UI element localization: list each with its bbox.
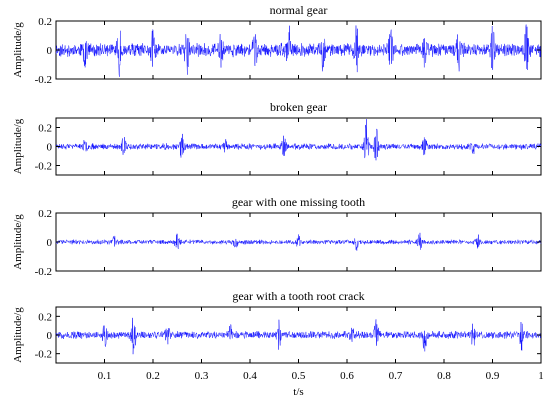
subplot-4: 0.2 0 -0.2 0.1 0.2 0.3 0.4 0.5 0.6 0.7 0.8 0.9 1 gear… xyxy=(12,289,544,398)
y-tick-label: 0.2 xyxy=(38,16,52,28)
x-tick-label: 1 xyxy=(538,370,544,382)
x-axis-label: t/s xyxy=(293,386,303,398)
signal-trace xyxy=(55,232,542,251)
signal-trace xyxy=(55,317,542,355)
x-tick-label: 0.4 xyxy=(243,370,257,382)
subplot-title: normal gear xyxy=(270,3,328,17)
signal-trace xyxy=(55,119,542,161)
x-tick-label: 0.5 xyxy=(292,370,306,382)
y-tick-label: 0 xyxy=(47,142,53,154)
y-tick-label: 0 xyxy=(47,237,53,249)
subplot-title: broken gear xyxy=(270,100,327,114)
subplot-title: gear with a tooth root crack xyxy=(232,289,364,303)
x-tick-label: 0.2 xyxy=(146,370,160,382)
y-axis-label: Amplitude/g xyxy=(12,307,24,363)
y-tick-label: 0 xyxy=(47,330,53,342)
subplot-1: 0.2 0 -0.2 normal gear Amplitude/g xyxy=(12,3,542,86)
x-tick-label: 0.9 xyxy=(486,370,500,382)
x-tick-label: 0.3 xyxy=(195,370,209,382)
x-tick-label: 0.1 xyxy=(98,370,112,382)
subplot-title: gear with one missing tooth xyxy=(232,195,365,209)
y-tick-label: -0.2 xyxy=(35,74,52,86)
y-tick-label: -0.2 xyxy=(35,349,52,361)
y-tick-label: 0.2 xyxy=(38,208,52,220)
y-axis-label: Amplitude/g xyxy=(12,118,24,174)
y-axis-label: Amplitude/g xyxy=(12,22,24,78)
subplot-3: 0.2 0 -0.2 gear with one missing tooth Ampli… xyxy=(12,195,542,278)
y-tick-label: 0.2 xyxy=(38,123,52,135)
y-axis-label: Amplitude/g xyxy=(12,214,24,270)
x-tick-label: 0.8 xyxy=(437,370,451,382)
signal-trace xyxy=(55,24,542,77)
y-tick-label: -0.2 xyxy=(35,266,52,278)
subplot-2: 0.2 0 -0.2 broken gear Amplitude/g xyxy=(12,100,542,176)
y-tick-label: -0.2 xyxy=(35,161,52,173)
y-tick-label: 0.2 xyxy=(38,311,52,323)
y-tick-label: 0 xyxy=(47,45,53,57)
x-tick-label: 0.6 xyxy=(340,370,354,382)
x-tick-label: 0.7 xyxy=(389,370,403,382)
